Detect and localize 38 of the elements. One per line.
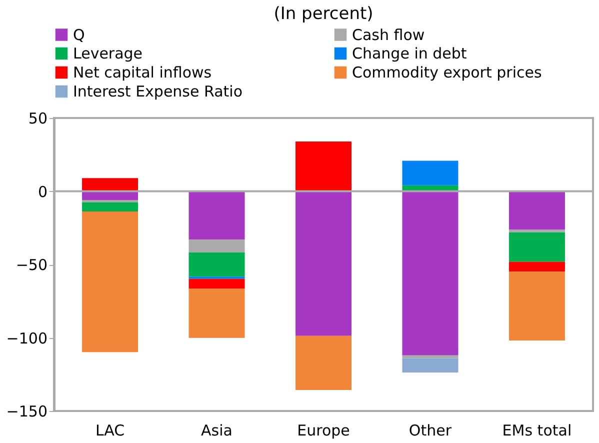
- chart-title: (In percent): [274, 4, 374, 24]
- bar: [188, 191, 245, 240]
- x-tick-label: Europe: [297, 422, 350, 440]
- legend-label: Commodity export prices: [352, 64, 542, 82]
- bar: [188, 240, 245, 252]
- bar: [296, 336, 352, 390]
- legend-label: Net capital inflows: [73, 64, 212, 82]
- y-tick-label: −50: [16, 256, 48, 274]
- legend-label: Q: [73, 26, 85, 44]
- bar: [82, 178, 138, 192]
- bar: [508, 262, 565, 272]
- bar: [296, 141, 352, 192]
- legend-label: Interest Expense Ratio: [73, 82, 243, 100]
- y-tick-label: 50: [28, 110, 48, 128]
- bar: [188, 252, 245, 277]
- bar: [402, 160, 458, 186]
- x-tick-label: EMs total: [502, 422, 572, 440]
- bar: [296, 191, 352, 336]
- legend-label: Leverage: [73, 44, 143, 62]
- bar: [188, 278, 245, 289]
- x-tick-label: Other: [408, 422, 452, 440]
- bar: [508, 191, 565, 230]
- y-tick-label: −100: [6, 329, 48, 348]
- y-tick-label: 0: [38, 182, 48, 201]
- bar: [402, 355, 458, 358]
- legend-label: Change in debt: [352, 44, 467, 62]
- bar: [82, 202, 138, 212]
- bar: [188, 288, 245, 338]
- bar: [508, 232, 565, 262]
- bar: [82, 211, 138, 352]
- x-tick-label: Asia: [201, 422, 232, 440]
- bar: [508, 272, 565, 341]
- bar: [402, 358, 458, 372]
- y-tick-label: −150: [6, 402, 48, 420]
- bar: [508, 230, 565, 232]
- x-tick-label: LAC: [95, 422, 125, 440]
- bar: [402, 191, 458, 356]
- legend-label: Cash flow: [352, 26, 425, 44]
